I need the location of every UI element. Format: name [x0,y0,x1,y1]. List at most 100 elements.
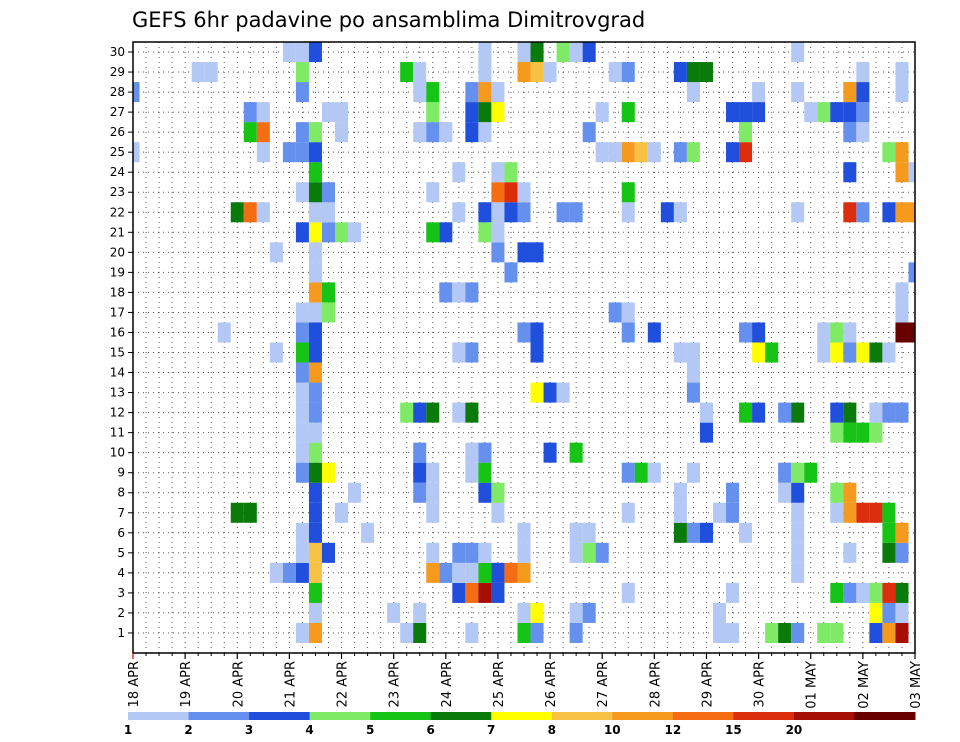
precip-cell [426,222,440,243]
precip-cell [843,542,857,563]
precip-cell [295,142,309,163]
precip-cell [673,202,687,223]
precip-cell [478,42,492,63]
precip-cell [869,602,883,623]
y-tick-label: 23 [110,185,125,199]
precip-cell [413,482,427,503]
precip-cell [491,182,505,203]
precip-cell [569,542,583,563]
colorbar-swatch [430,712,492,720]
y-tick-label: 12 [110,406,125,420]
precip-cell [856,582,870,603]
precip-cell [830,582,844,603]
precip-cell [765,342,779,363]
precip-cell [686,82,700,103]
precip-cell [517,562,531,583]
precip-cell [295,322,309,343]
precip-cell [530,322,544,343]
precip-cell [660,202,674,223]
colorbar-swatch [612,712,674,720]
precip-cell [308,522,322,543]
precip-cell [530,42,544,63]
precip-cell [517,242,531,263]
y-tick-label: 4 [117,566,125,580]
precip-cell [595,142,609,163]
precip-cell [869,342,883,363]
precip-cell [426,102,440,123]
precip-cell [517,42,531,63]
precip-cell [908,202,915,223]
precip-cell [491,102,505,123]
precip-cell [882,502,896,523]
precip-cell [817,102,831,123]
precip-cell [295,182,309,203]
x-tick-label: 20 APR [231,661,246,707]
y-tick-label: 14 [110,366,125,380]
precip-cell [308,322,322,343]
precip-cell [504,162,518,183]
precip-cell [308,182,322,203]
precip-cell [282,562,296,583]
precip-cell [791,562,805,583]
colorbar-label: 4 [305,723,313,737]
precip-cell [426,562,440,583]
precip-cell [791,482,805,503]
precip-cell [517,602,531,623]
precip-cell [856,502,870,523]
colorbar-label: 2 [184,723,192,737]
precip-cell [243,122,257,143]
y-tick-label: 20 [110,245,125,259]
precip-cell [517,182,531,203]
precip-cell [791,542,805,563]
precip-cell [439,222,453,243]
precip-cell [634,142,648,163]
precip-cell [452,582,466,603]
y-tick-label: 22 [110,205,125,219]
precip-cell [335,502,349,523]
precip-cell [426,182,440,203]
colorbar-label: 8 [548,723,556,737]
precip-cell [295,62,309,83]
precip-cell [321,282,336,303]
precip-cell [843,502,857,523]
colorbar-label: 1 [124,723,132,737]
precip-cell [308,122,322,143]
precip-cell [295,362,309,383]
precip-cell [804,102,818,123]
precip-cell [726,582,740,603]
precip-cell [895,582,909,603]
x-axis: 18 APR 19 APR 20 APR 21 APR 22 APR 23 APR 24 A… [127,653,924,709]
precip-cell [530,382,544,403]
precip-cell [465,122,479,143]
colorbar-label: 15 [725,723,742,737]
precip-cell [673,482,687,503]
x-tick-label: 02 MAY [857,661,872,709]
precip-cell [817,622,831,643]
precip-cell [478,542,492,563]
precip-cell [608,302,622,323]
precip-cell [295,82,309,103]
precip-cell [530,342,544,363]
colorbar-label: 3 [245,723,253,737]
precip-cell [256,142,270,163]
precip-cell [621,462,635,483]
precip-cell [686,62,700,83]
colorbar-label: 10 [604,723,621,737]
precip-cell [308,142,322,163]
precip-cell [504,182,518,203]
x-tick-label: 30 APR [753,661,768,707]
precip-cell [295,442,309,463]
precip-cell [869,422,883,443]
colorbar-label: 20 [786,723,803,737]
y-tick-label: 9 [117,466,125,480]
precip-cell [856,102,870,123]
colorbar-swatch [854,712,916,720]
precip-cell [726,502,740,523]
precip-cell [882,522,896,543]
precip-cell [895,162,909,183]
precip-cell [426,122,440,143]
precip-cell [348,222,362,243]
precip-cell [791,462,805,483]
precip-cell [791,202,805,223]
colorbar-swatch [370,712,432,720]
